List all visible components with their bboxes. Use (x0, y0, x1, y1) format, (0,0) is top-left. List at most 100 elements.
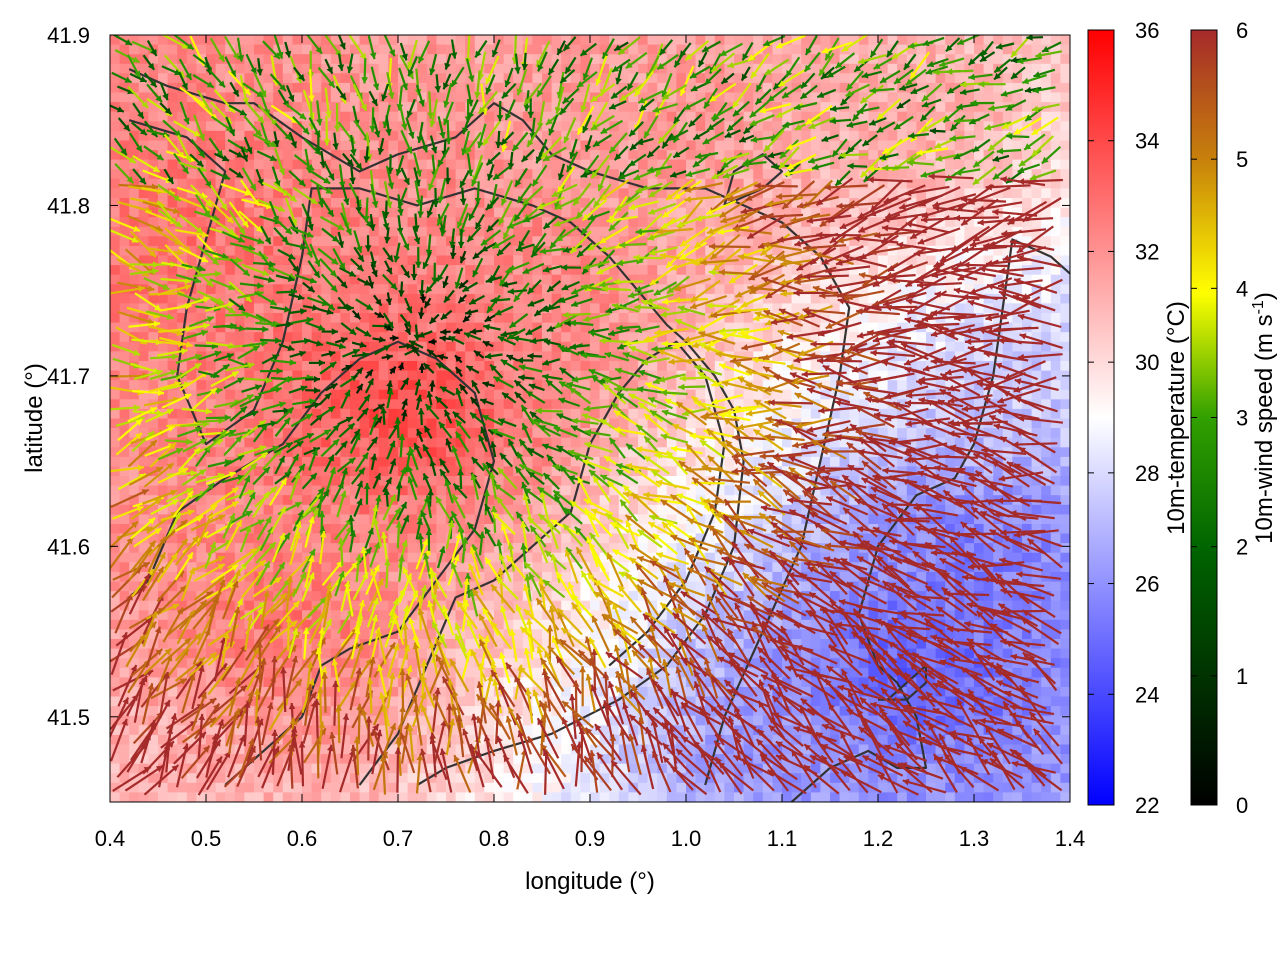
heatmap-cell (426, 226, 437, 237)
heatmap-cell (110, 667, 121, 678)
heatmap-cell (570, 361, 581, 372)
heatmap-cell (378, 639, 389, 650)
heatmap-cell (330, 782, 341, 793)
heatmap-cell (426, 361, 437, 372)
heatmap-cell (177, 754, 188, 765)
heatmap-cell (350, 140, 361, 151)
heatmap-cell (282, 332, 293, 343)
heatmap-cell (292, 370, 303, 381)
heatmap-cell (359, 207, 370, 218)
heatmap-cell (388, 245, 399, 257)
heatmap-cell (186, 658, 197, 669)
heatmap-cell (215, 389, 226, 400)
heatmap-cell (225, 552, 236, 563)
heatmap-cell (330, 428, 341, 439)
heatmap-cell (398, 648, 409, 659)
heatmap-cell (263, 600, 274, 611)
heatmap-cell (282, 217, 293, 228)
heatmap-cell (350, 782, 361, 793)
heatmap-cell (292, 303, 303, 314)
heatmap-cell (215, 303, 226, 314)
heatmap-cell (398, 447, 409, 458)
heatmap-cell (263, 389, 274, 400)
heatmap-cell (359, 188, 370, 199)
heatmap-cell (321, 687, 332, 698)
heatmap-cell (426, 428, 437, 439)
heatmap-cell (446, 581, 457, 592)
heatmap-cell (273, 792, 284, 802)
heatmap-cell (206, 667, 217, 678)
heatmap-cell (426, 217, 437, 228)
heatmap-cell (129, 159, 140, 170)
heatmap-cell (167, 782, 178, 793)
heatmap-cell (273, 322, 284, 333)
heatmap-cell (436, 35, 447, 46)
heatmap-cell (407, 284, 418, 295)
heatmap-cell (129, 610, 140, 621)
heatmap-cell (398, 389, 409, 400)
heatmap-cell (551, 255, 562, 266)
heatmap-cell (359, 236, 370, 247)
heatmap-cell (186, 399, 197, 410)
heatmap-cell (119, 389, 130, 400)
heatmap-cell (388, 696, 399, 707)
heatmap-cell (110, 217, 121, 228)
heatmap-cell (215, 293, 226, 305)
heatmap-cell (378, 102, 389, 113)
heatmap-cell (340, 380, 351, 391)
heatmap-cell (206, 130, 217, 142)
heatmap-cell (350, 313, 361, 324)
heatmap-cell (388, 111, 399, 122)
heatmap-cell (119, 782, 130, 793)
heatmap-cell (340, 255, 351, 266)
heatmap-cell (378, 284, 389, 295)
heatmap-cell (177, 236, 188, 247)
heatmap-cell (350, 466, 361, 477)
heatmap-cell (398, 255, 409, 266)
heatmap-cell (398, 514, 409, 525)
heatmap-cell (407, 552, 418, 563)
heatmap-cell (263, 792, 274, 802)
heatmap-cell (119, 533, 130, 544)
heatmap-cell (263, 677, 274, 688)
heatmap-cell (254, 284, 265, 295)
heatmap-cell (225, 73, 236, 84)
heatmap-cell (455, 159, 466, 170)
heatmap-cell (263, 648, 274, 659)
heatmap-cell (321, 514, 332, 525)
heatmap-cell (609, 341, 620, 352)
heatmap-cell (167, 322, 178, 333)
heatmap-cell (177, 265, 188, 276)
heatmap-cell (263, 130, 274, 142)
heatmap-cell (321, 236, 332, 247)
heatmap-cell (359, 418, 370, 429)
heatmap-cell (234, 792, 245, 802)
heatmap-cell (129, 763, 140, 774)
heatmap-cell (196, 284, 207, 295)
heatmap-cell (330, 217, 341, 228)
heatmap-cell (311, 226, 322, 237)
heatmap-cell (148, 629, 159, 640)
heatmap-cell (273, 35, 284, 46)
heatmap-cell (254, 207, 265, 218)
heatmap-cell (138, 571, 149, 583)
heatmap-cell (167, 600, 178, 611)
heatmap-cell (417, 226, 428, 237)
heatmap-cell (570, 408, 581, 420)
heatmap-cell (407, 782, 418, 793)
heatmap-cell (330, 744, 341, 755)
heatmap-cell (244, 792, 255, 802)
heatmap-cell (129, 198, 140, 209)
heatmap-cell (215, 82, 226, 94)
heatmap-cell (196, 361, 207, 372)
heatmap-cell (426, 332, 437, 343)
heatmap-cell (282, 773, 293, 784)
heatmap-cell (282, 485, 293, 496)
heatmap-cell (119, 466, 130, 477)
heatmap-cell (686, 313, 697, 324)
heatmap-cell (513, 792, 524, 802)
heatmap-cell (378, 236, 389, 247)
heatmap-cell (263, 178, 274, 189)
heatmap-cell (110, 322, 121, 333)
heatmap-cell (158, 399, 169, 410)
